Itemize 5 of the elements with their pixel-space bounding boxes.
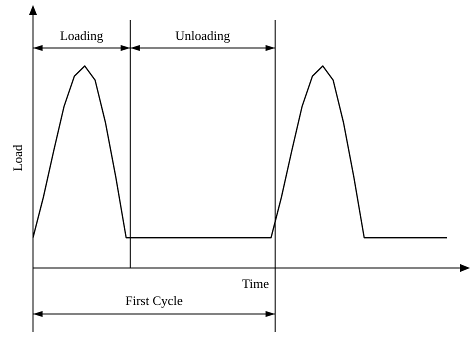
text: Unloading: [175, 28, 231, 43]
text: Loading: [60, 28, 104, 43]
y-axis-title: Load: [10, 144, 25, 172]
x-axis-title: Time: [242, 276, 270, 291]
text: First Cycle: [125, 293, 184, 308]
